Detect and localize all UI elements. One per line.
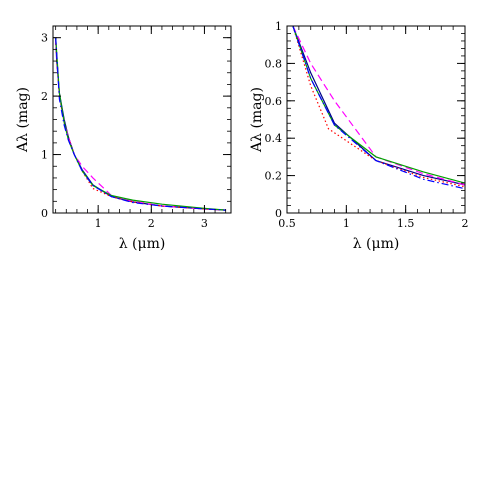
plot-frame	[52, 25, 232, 214]
y-tick-label: 0.4	[265, 132, 283, 145]
x-axis-title: λ (μm)	[353, 236, 400, 252]
series-line-3	[55, 43, 226, 211]
series-line-2	[55, 40, 226, 211]
chart-panel-1: 1 2 3 0 1 2 3 λ (μm) Aλ (mag)	[15, 25, 232, 252]
x-tick-label: 1	[343, 217, 350, 230]
series-line-5	[55, 37, 226, 211]
y-tick-label: 0	[41, 207, 48, 220]
x-axis-title: λ (μm)	[119, 236, 166, 252]
x-tick-label: 3	[201, 217, 208, 230]
x-tick-label: 2	[462, 217, 469, 230]
series-line-5	[292, 26, 465, 190]
series-line-4	[292, 26, 465, 184]
series-line-1	[292, 26, 465, 186]
chart-panel-2: 0.5 1 1.5 200.20.40.60.81λ (μm)Aλ (mag)	[249, 20, 469, 252]
y-tick-label: 3	[41, 32, 48, 45]
y-tick-label: 0	[275, 207, 282, 220]
y-tick-label: 0.2	[265, 170, 283, 183]
y-axis-title: Aλ (mag)	[15, 87, 31, 153]
y-tick-label: 0.8	[265, 57, 283, 70]
y-tick-label: 1	[275, 20, 282, 33]
plot-frame	[286, 25, 466, 214]
x-tick-label: 1	[95, 217, 102, 230]
y-axis-title: Aλ (mag)	[249, 87, 265, 153]
series-line-4	[55, 37, 226, 211]
x-tick-label: 1.5	[397, 217, 415, 230]
y-tick-label: 0.6	[265, 95, 283, 108]
series-line-1	[55, 37, 226, 211]
series-group	[55, 37, 226, 211]
series-line-3	[292, 26, 465, 188]
series-line-2	[292, 26, 465, 186]
y-tick-label: 1	[41, 149, 48, 162]
x-tick-label: 0.5	[278, 217, 296, 230]
x-tick-label: 2	[148, 217, 155, 230]
y-tick-label: 2	[41, 90, 48, 103]
series-group	[292, 26, 465, 190]
